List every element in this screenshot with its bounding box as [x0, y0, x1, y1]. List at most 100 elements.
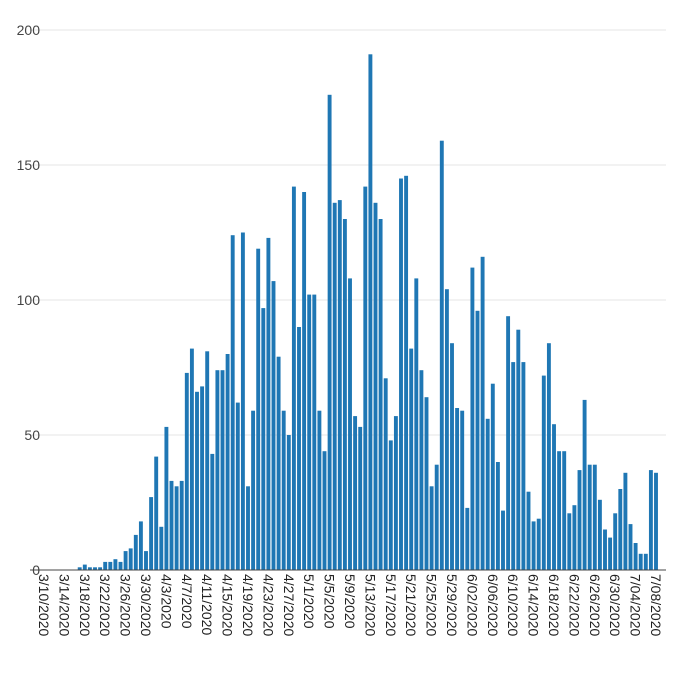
x-tick-label: 6/06/2020 — [485, 574, 501, 636]
bar — [200, 386, 205, 570]
bar — [490, 383, 495, 570]
bar — [98, 567, 103, 570]
x-tick-label: 7/04/2020 — [628, 574, 644, 636]
x-tick-label: 6/02/2020 — [464, 574, 480, 636]
bar — [266, 237, 271, 570]
bar — [113, 559, 118, 570]
bar — [511, 362, 516, 570]
bar — [82, 564, 87, 570]
bar — [302, 192, 307, 570]
bar — [118, 561, 123, 570]
bar — [419, 370, 424, 570]
bar-layer — [77, 54, 658, 571]
x-tick-label: 6/26/2020 — [587, 574, 603, 636]
bar — [460, 410, 465, 570]
bar — [312, 294, 317, 570]
bar — [562, 451, 567, 570]
bar — [526, 491, 531, 570]
x-tick-label: 3/26/2020 — [118, 574, 134, 636]
x-tick-label: 6/22/2020 — [566, 574, 582, 636]
bar — [215, 370, 220, 570]
bar — [251, 410, 256, 570]
bar — [501, 510, 505, 570]
bar — [368, 54, 373, 571]
bar — [521, 362, 526, 570]
bar — [337, 200, 342, 570]
bar — [495, 462, 500, 570]
bar — [623, 472, 628, 570]
x-tick-label: 4/11/2020 — [199, 574, 215, 635]
x-tick-label: 6/18/2020 — [546, 574, 562, 636]
bar — [317, 410, 322, 570]
x-tick-label: 5/25/2020 — [424, 574, 440, 636]
bar — [179, 480, 184, 570]
bar — [424, 397, 429, 570]
bar — [618, 489, 623, 570]
x-tick-label: 4/15/2020 — [220, 574, 236, 636]
y-tick-label: 50 — [24, 427, 40, 443]
bar — [439, 140, 444, 570]
bar — [77, 567, 82, 570]
bar — [643, 553, 648, 570]
bar — [557, 451, 562, 570]
x-tick-label: 6/14/2020 — [526, 574, 542, 636]
bar — [531, 521, 536, 570]
bar — [123, 551, 128, 570]
bar — [592, 464, 597, 570]
grid-layer — [30, 29, 666, 436]
y-tick-label: 200 — [17, 22, 41, 38]
x-tick-label: 5/21/2020 — [403, 574, 419, 636]
x-tick-label: 3/10/2020 — [36, 574, 52, 636]
x-tick-label: 3/14/2020 — [56, 574, 72, 636]
bar — [654, 472, 658, 570]
bar — [485, 418, 490, 570]
bar — [164, 426, 169, 570]
x-tick-label: 3/18/2020 — [77, 574, 93, 636]
bar — [276, 356, 281, 570]
bar — [174, 486, 179, 570]
bar — [388, 440, 393, 570]
bar — [154, 456, 159, 570]
bar — [189, 348, 194, 570]
bar — [480, 256, 485, 570]
bar — [450, 343, 454, 570]
bar — [195, 391, 199, 570]
bar — [470, 267, 475, 570]
bar — [587, 464, 592, 570]
bar — [205, 351, 210, 570]
x-tick-label: 5/17/2020 — [383, 574, 399, 636]
x-tick-label: 4/27/2020 — [281, 574, 297, 636]
bar — [613, 513, 618, 570]
bar — [256, 248, 261, 570]
bar — [210, 453, 215, 570]
bar — [230, 235, 235, 570]
x-tick-label: 4/19/2020 — [240, 574, 256, 636]
bar — [399, 178, 403, 570]
bar — [246, 486, 250, 570]
x-tick-label: 5/1/2020 — [301, 574, 317, 629]
bar — [235, 402, 240, 570]
bar — [582, 399, 587, 570]
bar — [552, 424, 556, 570]
bar — [638, 553, 643, 570]
bar — [307, 294, 312, 570]
bar — [159, 526, 164, 570]
bar — [628, 524, 633, 570]
bar — [378, 219, 383, 570]
bar — [541, 375, 546, 570]
bar — [597, 499, 602, 570]
x-tick-label: 5/29/2020 — [444, 574, 460, 636]
bar — [567, 513, 572, 570]
x-tick-label: 3/22/2020 — [97, 574, 113, 636]
x-tick-label: 4/7/2020 — [179, 574, 195, 629]
bar — [93, 567, 97, 570]
bar — [128, 548, 133, 570]
bar — [648, 470, 653, 570]
bar — [108, 561, 113, 570]
bar — [271, 281, 276, 570]
bar — [353, 416, 358, 570]
bar — [220, 370, 225, 570]
